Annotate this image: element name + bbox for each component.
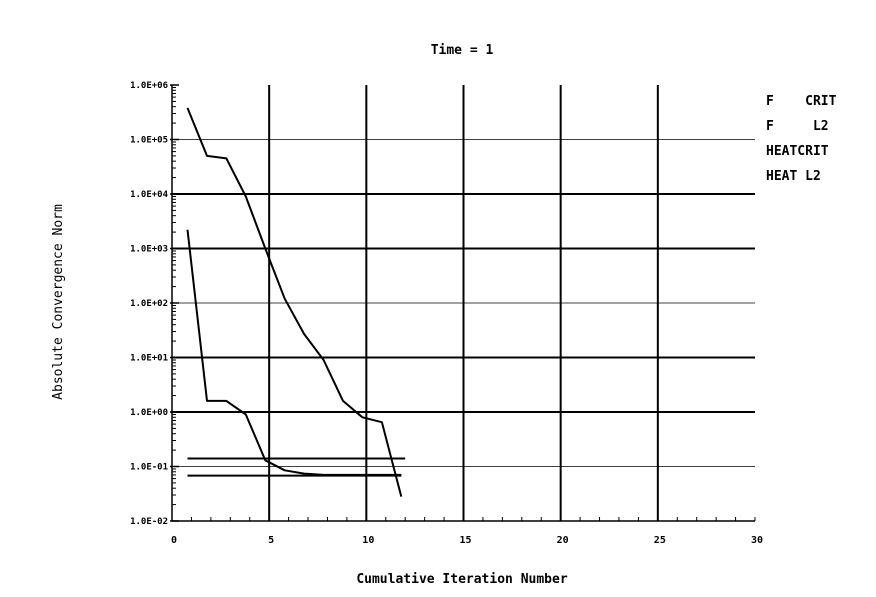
legend-entry: HEAT L2 xyxy=(766,169,821,184)
y-tick-label: 1.0E+03 xyxy=(130,245,168,255)
legend-entry: F L2 xyxy=(766,119,829,134)
x-tick-label: 30 xyxy=(751,535,763,546)
x-tick-label: 0 xyxy=(171,535,177,546)
y-tick-label: 1.0E+01 xyxy=(130,354,168,364)
y-tick-label: 1.0E+04 xyxy=(130,190,169,200)
x-tick-label: 25 xyxy=(654,535,666,546)
legend-entry: HEATCRIT xyxy=(766,144,829,159)
y-tick-label: 1.0E+05 xyxy=(130,136,168,146)
series-lines xyxy=(186,107,406,497)
x-tick-label: 5 xyxy=(268,535,274,546)
legend-entry: F CRIT xyxy=(766,94,837,109)
grid-lines xyxy=(172,85,755,521)
x-tick-label: 15 xyxy=(459,535,471,546)
text-labels: Time = 1 Cumulative Iteration Number Abs… xyxy=(51,43,568,587)
x-tick-label: 20 xyxy=(557,535,569,546)
series-line xyxy=(186,107,403,497)
y-tick-label: 1.0E+06 xyxy=(130,81,168,91)
chart-title: Time = 1 xyxy=(431,43,494,58)
x-axis-label: Cumulative Iteration Number xyxy=(356,572,567,587)
y-tick-label: 1.0E-02 xyxy=(130,517,168,527)
y-tick-label: 1.0E+00 xyxy=(130,408,168,418)
y-tick-label: 1.0E+02 xyxy=(130,299,168,309)
legend: F CRIT F L2 HEATCRIT HEAT L2 xyxy=(766,94,837,184)
y-axis-label: Absolute Convergence Norm xyxy=(51,204,66,400)
axis-ticks: 1.0E-02 1.0E-01 1.0E+00 1.0E+01 1.0E+02 1.0E+… xyxy=(130,81,763,546)
x-tick-label: 10 xyxy=(362,535,374,546)
y-tick-label: 1.0E-01 xyxy=(130,463,168,473)
